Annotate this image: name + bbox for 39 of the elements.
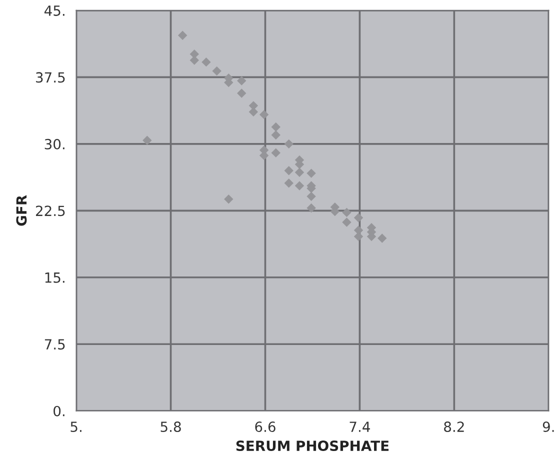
point — [306, 192, 316, 202]
x-tick-label: 7.4 — [350, 422, 370, 432]
point — [306, 203, 316, 213]
y-tick-label: 22.5 — [36, 206, 65, 216]
point — [271, 130, 280, 140]
point — [237, 76, 246, 86]
point — [271, 122, 280, 132]
y-tick-label: 37.5 — [36, 72, 65, 83]
point — [202, 57, 211, 67]
y-tick-label: 0. — [54, 406, 64, 416]
point — [237, 88, 246, 98]
x-tick-label: 5. — [70, 422, 82, 432]
point — [342, 208, 352, 218]
point — [378, 234, 387, 243]
point — [342, 218, 352, 227]
y-tick-label: 45. — [44, 6, 64, 16]
point — [294, 168, 304, 178]
y-tick-label: 30. — [44, 138, 64, 150]
point — [306, 168, 316, 178]
point — [294, 181, 304, 190]
y-tick-label: 15. — [45, 272, 64, 283]
x-tick-label: 9. — [542, 422, 554, 432]
point — [142, 136, 152, 145]
point — [284, 178, 294, 188]
point — [284, 166, 294, 176]
x-tick-label: 5.8 — [160, 422, 181, 432]
point — [271, 148, 280, 158]
y-axis-title: GFR — [16, 195, 27, 226]
point — [354, 213, 364, 222]
point — [224, 194, 234, 204]
y-tick-label: 7.5 — [44, 339, 65, 350]
point — [259, 110, 269, 120]
point — [178, 30, 188, 40]
point — [284, 139, 294, 149]
x-tick-label: 8.2 — [444, 422, 464, 432]
x-tick-label: 6.6 — [255, 422, 276, 432]
point — [212, 66, 222, 76]
x-axis-title: SERUM PHOSPHATE — [236, 440, 389, 452]
point — [248, 107, 258, 117]
